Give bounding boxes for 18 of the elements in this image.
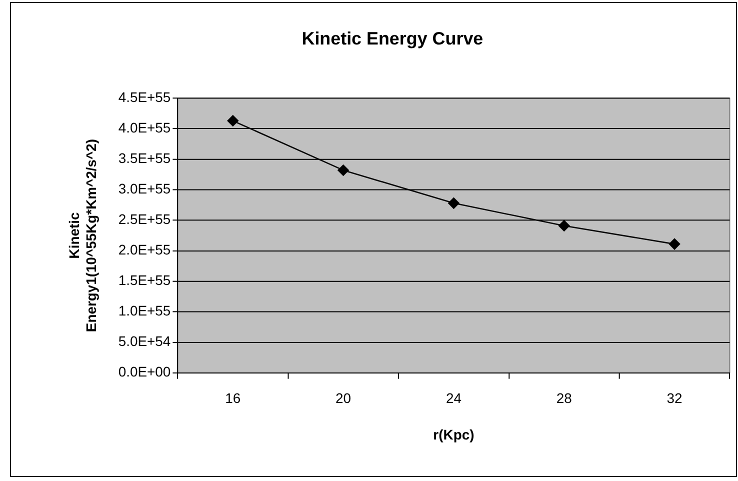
y-tick-label: 1.0E+55 [118, 302, 171, 319]
y-tick-label: 0.0E+00 [118, 364, 171, 380]
y-tick-label: 2.5E+55 [118, 211, 171, 228]
y-axis-title: Kinetic Energy1(10^55Kg*Km^2/s^2) [66, 138, 99, 332]
x-tick-label: 20 [336, 390, 352, 406]
x-tick-label: 24 [446, 390, 462, 406]
x-tick-label: 16 [225, 390, 241, 406]
x-axis-title: r(Kpc) [433, 426, 474, 443]
y-tick-label: 5.0E+54 [118, 333, 171, 350]
y-tick-label: 4.5E+55 [118, 89, 171, 106]
x-tick-label: 28 [556, 390, 572, 406]
x-tick-label: 32 [666, 390, 683, 406]
y-tick-label: 1.5E+55 [118, 272, 171, 288]
y-tick-label: 4.0E+55 [118, 120, 171, 136]
y-tick-label: 3.5E+55 [118, 150, 171, 166]
y-tick-label: 2.0E+55 [118, 242, 171, 258]
chart-title: Kinetic Energy Curve [302, 28, 484, 49]
y-tick-label: 3.0E+55 [118, 180, 171, 197]
